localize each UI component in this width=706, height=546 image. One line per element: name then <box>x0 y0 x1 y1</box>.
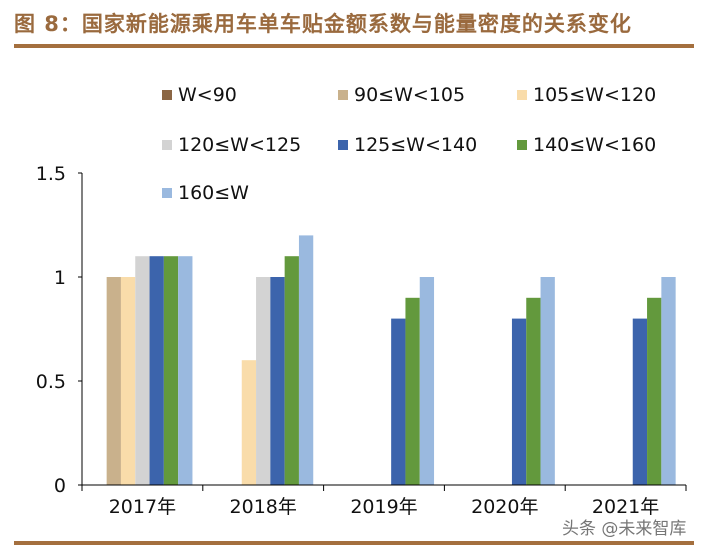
bar-140≤W<160-2020年 <box>526 297 541 485</box>
bar-140≤W<160-2019年 <box>405 297 420 485</box>
bar-125≤W<140-2018年 <box>270 277 285 485</box>
x-tick-label: 2021年 <box>592 496 659 518</box>
legend-label: 140≤W<160 <box>533 134 657 156</box>
legend-item: 105≤W<120 <box>517 84 656 106</box>
bar-120≤W<125-2017年 <box>135 256 150 485</box>
bar-160≤W-2019年 <box>419 277 435 485</box>
bar-125≤W<140-2017年 <box>149 256 164 485</box>
legend-swatch <box>162 140 172 150</box>
legend-label: 90≤W<105 <box>354 84 466 106</box>
figure-title: 图 8：国家新能源乘用车单车贴金额系数与能量密度的关系变化 <box>14 12 632 36</box>
legend-label: 105≤W<120 <box>533 84 657 106</box>
legend-swatch <box>338 90 348 100</box>
legend-swatch <box>162 188 172 198</box>
bottom-rule <box>14 541 694 545</box>
legend-swatch <box>517 140 527 150</box>
bar-140≤W<160-2021年 <box>647 297 662 485</box>
bar-90≤W<105-2017年 <box>106 277 121 485</box>
y-tick-label: 0.5 <box>36 371 66 393</box>
x-tick-label: 2020年 <box>471 496 538 518</box>
bar-105≤W<120-2017年 <box>120 277 136 485</box>
legend-label: W<90 <box>178 84 237 106</box>
bar-120≤W<125-2018年 <box>256 277 271 485</box>
x-tick-label: 2019年 <box>350 496 417 518</box>
title-rule <box>14 44 694 48</box>
legend-label: 120≤W<125 <box>178 134 302 156</box>
y-tick-label: 1 <box>54 267 66 289</box>
bar-125≤W<140-2021年 <box>632 318 648 485</box>
y-tick-label: 0 <box>54 475 66 497</box>
bar-140≤W<160-2017年 <box>163 256 179 485</box>
legend-swatch <box>162 90 172 100</box>
legend-label: 125≤W<140 <box>354 134 478 156</box>
bar-160≤W-2020年 <box>540 277 555 485</box>
legend-label: 160≤W <box>178 182 249 204</box>
y-tick-label: 1.5 <box>36 163 66 185</box>
x-tick-label: 2018年 <box>230 496 297 518</box>
legend-item: 90≤W<105 <box>338 84 465 106</box>
bar-160≤W-2021年 <box>661 277 676 485</box>
bar-140≤W<160-2018年 <box>284 256 299 485</box>
bar-160≤W-2018年 <box>298 235 314 485</box>
legend-item: 160≤W <box>162 182 249 204</box>
legend-swatch <box>517 90 527 100</box>
legend-item: W<90 <box>162 84 237 106</box>
bar-125≤W<140-2020年 <box>511 318 527 485</box>
bar-105≤W<120-2018年 <box>241 360 257 485</box>
x-tick-label: 2017年 <box>109 496 176 518</box>
watermark: 头条 @未来智库 <box>562 519 687 539</box>
legend-item: 120≤W<125 <box>162 134 301 156</box>
legend-swatch <box>338 140 348 150</box>
legend-item: 140≤W<160 <box>517 134 656 156</box>
bar-125≤W<140-2019年 <box>391 318 406 485</box>
bar-160≤W-2017年 <box>178 256 193 485</box>
legend-item: 125≤W<140 <box>338 134 477 156</box>
